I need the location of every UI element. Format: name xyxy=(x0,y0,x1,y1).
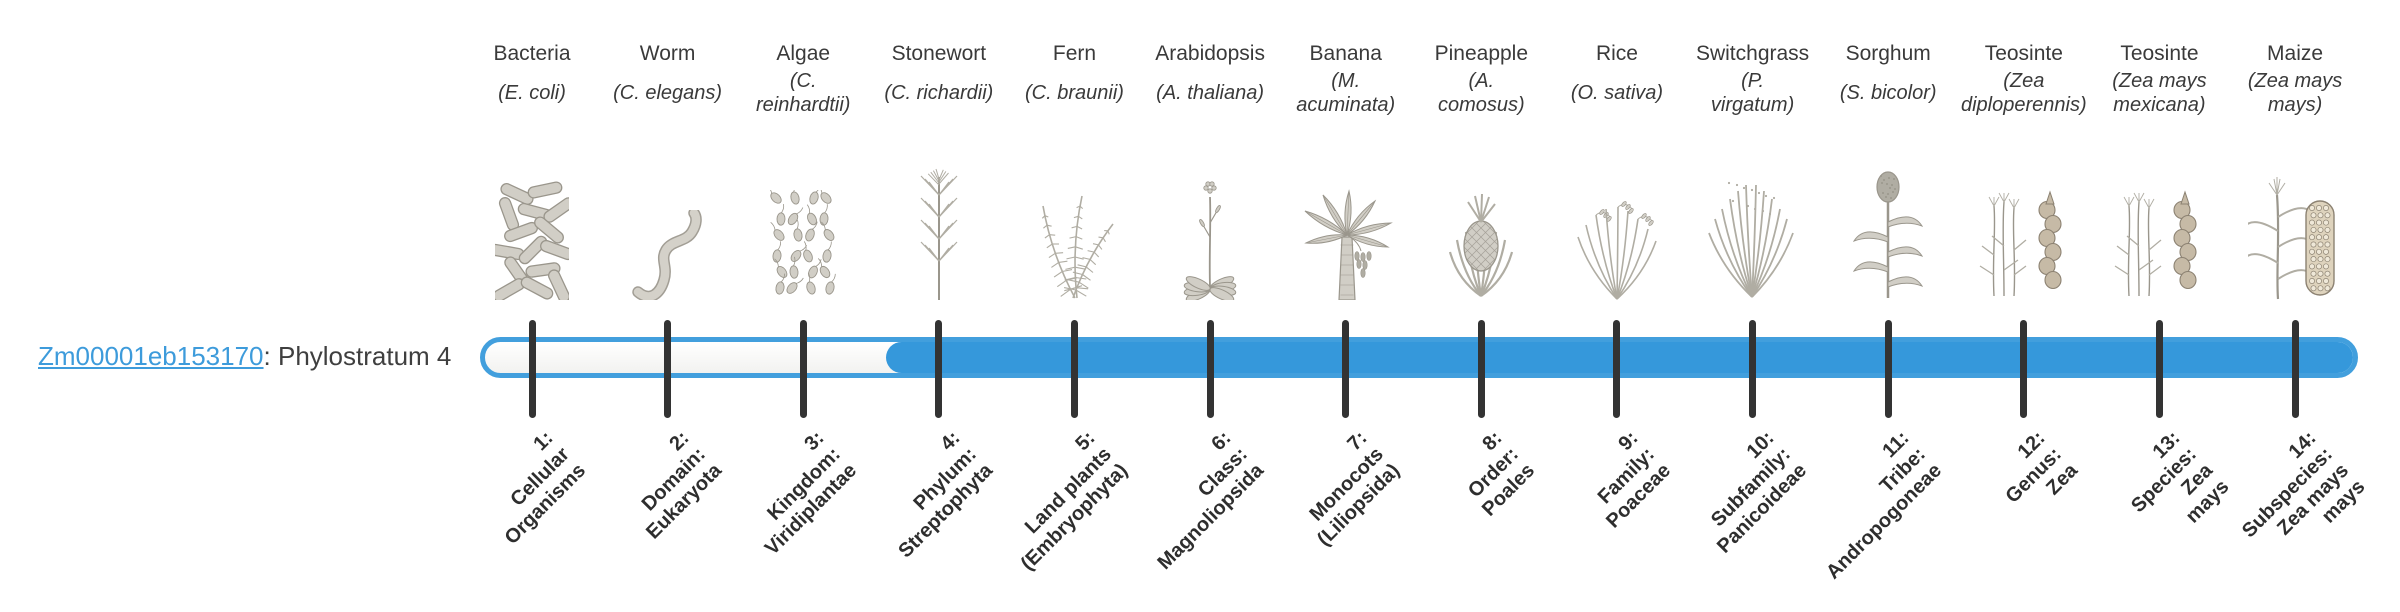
organism-scientific-name: (S. bicolor) xyxy=(1813,64,1963,122)
arabidopsis-icon xyxy=(1175,175,1245,305)
gene-phylostratum-text: : Phylostratum 4 xyxy=(264,341,452,371)
pineapple-icon xyxy=(1444,180,1519,305)
sorghum-icon xyxy=(1853,170,1923,305)
maize-icon xyxy=(2248,175,2343,305)
organism-scientific-name: (C. elegans) xyxy=(593,64,743,122)
stratum-label-12: 12: Genus: Zea xyxy=(1914,427,2083,596)
tick-mark xyxy=(1478,320,1485,418)
organism-scientific-name: (M. acuminata) xyxy=(1271,64,1421,122)
stratum-label-10: 10: Subfamily: Panicoideae xyxy=(1642,427,1811,596)
organism-scientific-name: (P. virgatum) xyxy=(1678,64,1828,122)
rice-icon xyxy=(1572,185,1662,305)
teosinte-icon xyxy=(1974,180,2074,305)
organism-scientific-name: (Zea mays mays) xyxy=(2220,64,2370,122)
teosinte-icon xyxy=(2109,180,2209,305)
tick-mark xyxy=(1071,320,1078,418)
tick-mark xyxy=(664,320,671,418)
stratum-label-7: 7: Monocots (Liliopsida) xyxy=(1236,427,1405,596)
phylostratum-bar xyxy=(480,337,2358,378)
fern-icon xyxy=(1027,190,1122,305)
organism-scientific-name: (C. richardii) xyxy=(864,64,1014,122)
stratum-label-2: 2: Domain: Eukaryota xyxy=(557,427,726,596)
tick-mark xyxy=(1613,320,1620,418)
organism-scientific-name: (A. comosus) xyxy=(1406,64,1556,122)
organism-scientific-name: (Zea diploperennis) xyxy=(1949,64,2099,122)
phylostratum-chart: Zm00001eb153170: Phylostratum 4 Bacteria… xyxy=(0,0,2400,580)
stratum-label-11: 11: Tribe: Andropogoneae xyxy=(1778,427,1947,596)
tick-mark xyxy=(2156,320,2163,418)
tick-mark xyxy=(1885,320,1892,418)
tick-mark xyxy=(1749,320,1756,418)
banana-icon xyxy=(1293,185,1398,305)
organism-scientific-name: (O. sativa) xyxy=(1542,64,1692,122)
gene-id-link[interactable]: Zm00001eb153170 xyxy=(38,341,264,371)
organism-scientific-name: (C. reinhardtii) xyxy=(728,64,878,122)
tick-mark xyxy=(1342,320,1349,418)
stratum-label-3: 3: Kingdom: Viridiplantae xyxy=(693,427,862,596)
stratum-label-1: 1: Cellular Organisms xyxy=(422,427,591,596)
organism-name: Maize xyxy=(2215,42,2375,66)
stratum-label-4: 4: Phylum: Streptophyta xyxy=(829,427,998,596)
stonewort-icon xyxy=(909,165,969,305)
algae-icon xyxy=(768,190,838,305)
switchgrass-icon xyxy=(1705,175,1800,305)
tick-mark xyxy=(935,320,942,418)
stratum-label-8: 8: Order: Poales xyxy=(1371,427,1540,596)
tick-mark xyxy=(2292,320,2299,418)
organism-scientific-name: (E. coli) xyxy=(457,64,607,122)
organism-scientific-name: (C. braunii) xyxy=(999,64,1149,122)
worm-icon xyxy=(628,210,708,305)
stratum-label-5: 5: Land plants (Embryophyta) xyxy=(964,427,1133,596)
stratum-label-13: 13: Species: Zea mays xyxy=(2049,427,2234,612)
organism-scientific-name: (A. thaliana) xyxy=(1135,64,1285,122)
stratum-label-9: 9: Family: Poaceae xyxy=(1507,427,1676,596)
stratum-label-6: 6: Class: Magnoliopsida xyxy=(1100,427,1269,596)
stratum-label-14: 14: Subspecies: Zea mays mays xyxy=(2185,427,2370,612)
tick-mark xyxy=(800,320,807,418)
tick-mark xyxy=(1207,320,1214,418)
organism-scientific-name: (Zea mays mexicana) xyxy=(2084,64,2234,122)
bacteria-icon xyxy=(495,180,569,305)
gene-label: Zm00001eb153170: Phylostratum 4 xyxy=(38,341,451,372)
tick-mark xyxy=(2020,320,2027,418)
tick-mark xyxy=(529,320,536,418)
phylostratum-page: { "gene": { "id": "Zm00001eb153170", "su… xyxy=(0,0,2400,580)
